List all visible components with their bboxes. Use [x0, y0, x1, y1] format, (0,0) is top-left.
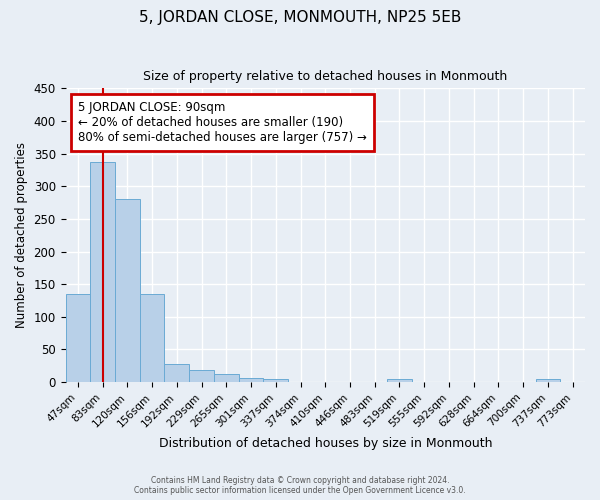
Text: 5 JORDAN CLOSE: 90sqm
← 20% of detached houses are smaller (190)
80% of semi-det: 5 JORDAN CLOSE: 90sqm ← 20% of detached … — [78, 102, 367, 144]
Bar — [214, 374, 239, 382]
Bar — [263, 380, 288, 382]
Bar — [536, 380, 560, 382]
Text: 5, JORDAN CLOSE, MONMOUTH, NP25 5EB: 5, JORDAN CLOSE, MONMOUTH, NP25 5EB — [139, 10, 461, 25]
Bar — [164, 364, 189, 382]
Bar — [115, 198, 140, 382]
Bar — [90, 162, 115, 382]
Y-axis label: Number of detached properties: Number of detached properties — [15, 142, 28, 328]
Bar — [239, 378, 263, 382]
X-axis label: Distribution of detached houses by size in Monmouth: Distribution of detached houses by size … — [158, 437, 492, 450]
Bar — [140, 294, 164, 382]
Text: Contains HM Land Registry data © Crown copyright and database right 2024.
Contai: Contains HM Land Registry data © Crown c… — [134, 476, 466, 495]
Bar — [189, 370, 214, 382]
Bar — [65, 294, 90, 382]
Bar — [387, 380, 412, 382]
Title: Size of property relative to detached houses in Monmouth: Size of property relative to detached ho… — [143, 70, 508, 83]
